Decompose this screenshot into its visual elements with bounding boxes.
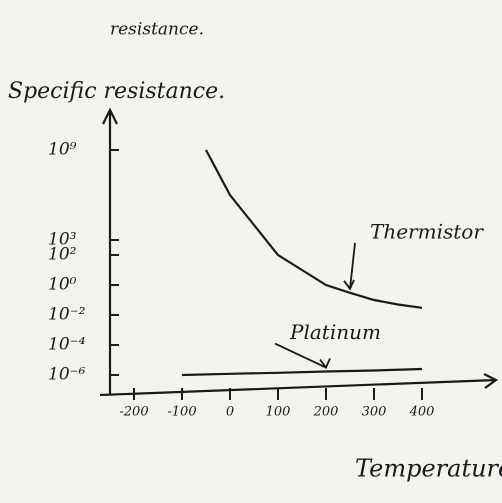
y-axis-label: Specific resistance.	[8, 79, 225, 104]
x-tick-label: -200	[119, 405, 148, 420]
x-tick-label: 200	[313, 405, 339, 420]
x-tick-label: 300	[362, 405, 387, 420]
x-axis-label: Temperature	[355, 455, 502, 483]
x-axis	[100, 374, 496, 395]
x-tick-label: 0	[226, 405, 234, 420]
chart: resistance. Specific resistance. Tempera…	[0, 0, 502, 503]
label-arrow	[344, 243, 355, 289]
label-arrow	[275, 344, 330, 368]
chart-title: resistance.	[110, 20, 204, 40]
y-tick-label: 10⁻⁶	[48, 365, 86, 385]
series-label: Thermistor	[370, 219, 484, 243]
x-tick-label: 400	[409, 405, 435, 420]
y-tick-label: 10²	[48, 245, 77, 265]
series-line	[182, 369, 422, 375]
y-tick-label: 10⁻⁴	[48, 335, 86, 355]
y-tick-label: 10⁻²	[48, 305, 86, 325]
x-tick-label: -100	[167, 405, 196, 420]
y-tick-label: 10⁹	[48, 140, 77, 160]
x-tick-label: 100	[266, 405, 291, 420]
y-axis	[103, 110, 117, 395]
y-tick-label: 10⁰	[48, 275, 77, 295]
series-label: Platinum	[289, 320, 381, 344]
